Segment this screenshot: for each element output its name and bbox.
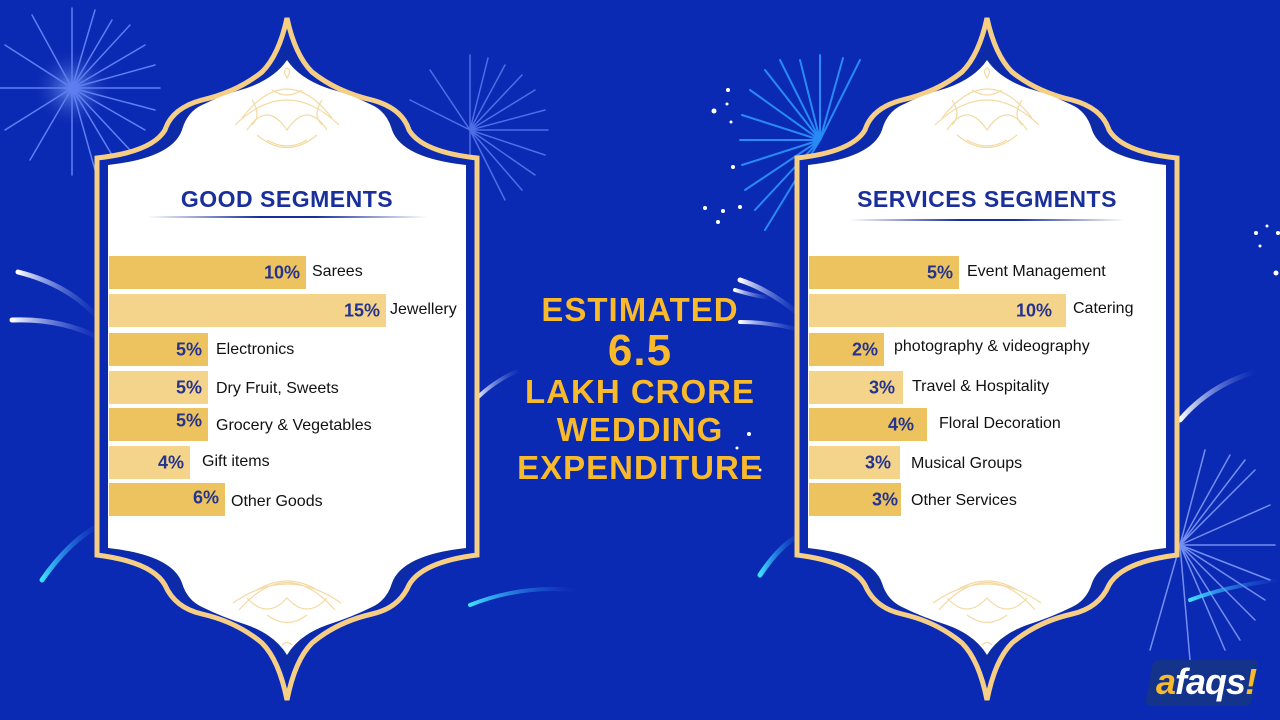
firework-bottom-right <box>1149 449 1276 661</box>
services-label-catering: Catering <box>1073 300 1134 317</box>
mandala-bottom-ornament <box>932 580 1042 646</box>
services-bar-photography-videography: 2% <box>809 333 884 366</box>
services-bar-event-management: 5% <box>809 256 959 289</box>
headline-expenditure: EXPENDITURE <box>517 449 763 486</box>
goods-bar-jewellery: 15% <box>109 294 386 327</box>
services-label-event-management: Event Management <box>967 263 1106 280</box>
bar-value: 5% <box>926 262 953 282</box>
services-bar-floral-decoration: 4% <box>809 408 927 441</box>
goods-label-grocery-vegetables: Grocery & Vegetables <box>216 417 372 434</box>
services-bar-musical-groups: 3% <box>809 446 900 479</box>
logo-letters-faqs: faqs <box>1175 661 1246 702</box>
mandala-bottom-ornament <box>232 580 342 646</box>
services-label-photography-videography: photography & videography <box>894 338 1090 355</box>
goods-label-jewellery: Jewellery <box>390 301 457 318</box>
headline-estimated: ESTIMATED <box>541 291 739 328</box>
bar-value: 5% <box>175 377 202 397</box>
goods-label-other-goods: Other Goods <box>231 493 323 510</box>
bar-value: 15% <box>343 300 380 320</box>
bar-value: 2% <box>851 339 878 359</box>
services-bar-other-services: 3% <box>809 483 901 516</box>
headline-wedding: WEDDING <box>556 411 724 448</box>
headline-amount: 6.5 <box>607 326 673 375</box>
goods-label-electronics: Electronics <box>216 341 295 358</box>
goods-bar-other-goods: 6% <box>109 483 225 516</box>
bar-value: 10% <box>1015 300 1052 320</box>
goods-title-underline <box>147 216 427 218</box>
goods-bar-sarees: 10% <box>109 256 306 289</box>
bar-value: 4% <box>157 452 184 472</box>
bar-value: 10% <box>263 262 300 282</box>
firework-top-right <box>739 54 861 231</box>
services-bar-travel-hospitality: 3% <box>809 371 903 404</box>
bar-value: 6% <box>192 487 219 508</box>
bar-value: 3% <box>871 489 898 509</box>
headline-lakh-crore: LAKH CRORE <box>525 373 755 410</box>
sparkle-dots <box>703 88 1280 472</box>
bar-value: 5% <box>175 410 202 431</box>
bar-value: 5% <box>175 339 202 359</box>
logo-exclamation: ! <box>1245 661 1257 702</box>
goods-bar-electronics: 5% <box>109 333 208 366</box>
streaks <box>9 269 1280 607</box>
bar-value: 3% <box>868 377 895 397</box>
mandala-top-ornament <box>934 67 1040 148</box>
bar-value: 4% <box>887 414 914 434</box>
bar-value: 3% <box>864 452 891 472</box>
services-title-underline <box>849 219 1125 221</box>
afaqs-logo: afaqs! <box>1156 659 1257 705</box>
services-label-other-services: Other Services <box>911 492 1017 509</box>
mandala-top-ornament <box>234 67 340 148</box>
goods-label-sarees: Sarees <box>312 263 363 280</box>
firework-top-left <box>0 7 161 176</box>
goods-panel-title: GOOD SEGMENTS <box>180 186 394 212</box>
goods-bar-gift-items: 4% <box>109 446 190 479</box>
logo-letter-a: a <box>1156 661 1176 702</box>
goods-bar-dry-fruit-sweets: 5% <box>109 371 208 404</box>
services-label-musical-groups: Musical Groups <box>911 455 1023 472</box>
services-panel-title: SERVICES SEGMENTS <box>857 186 1117 212</box>
goods-bar-grocery-vegetables: 5% <box>109 408 208 441</box>
goods-label-dry-fruit-sweets: Dry Fruit, Sweets <box>216 380 339 397</box>
services-bar-catering: 10% <box>809 294 1066 327</box>
goods-label-gift-items: Gift items <box>202 453 270 470</box>
services-label-travel-hospitality: Travel & Hospitality <box>912 378 1050 395</box>
services-label-floral-decoration: Floral Decoration <box>939 415 1061 432</box>
